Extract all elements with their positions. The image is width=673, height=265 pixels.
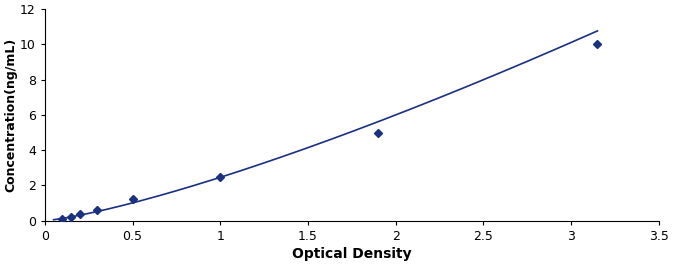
- Y-axis label: Concentration(ng/mL): Concentration(ng/mL): [4, 38, 17, 192]
- X-axis label: Optical Density: Optical Density: [292, 247, 412, 261]
